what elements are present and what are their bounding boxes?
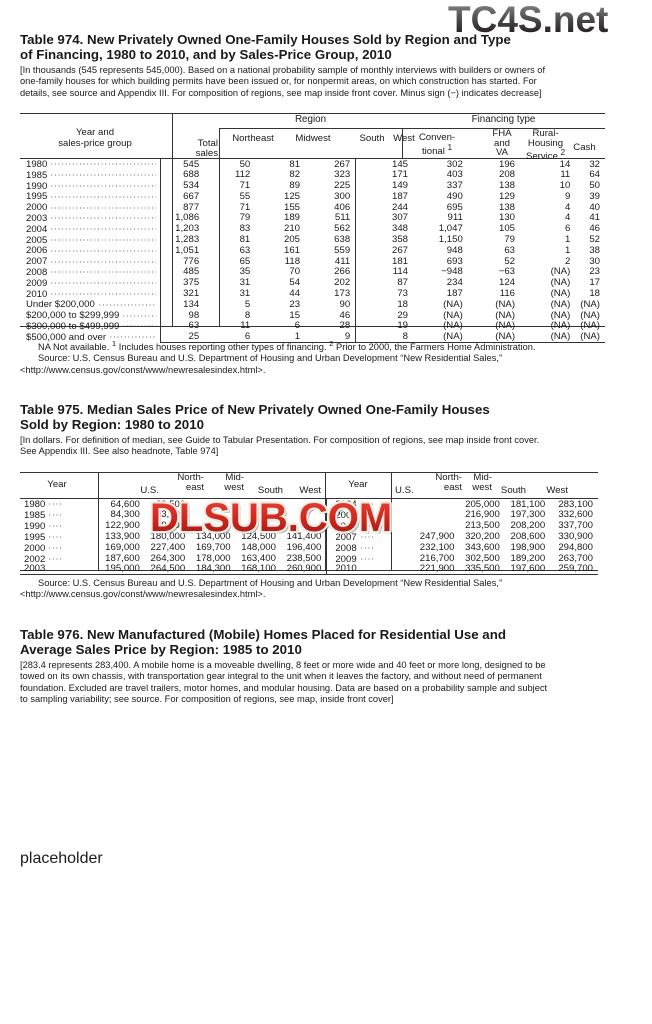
svg-text:DLSUB.COM: DLSUB.COM [150, 496, 392, 540]
svg-text:TC4S.net: TC4S.net [448, 0, 608, 40]
